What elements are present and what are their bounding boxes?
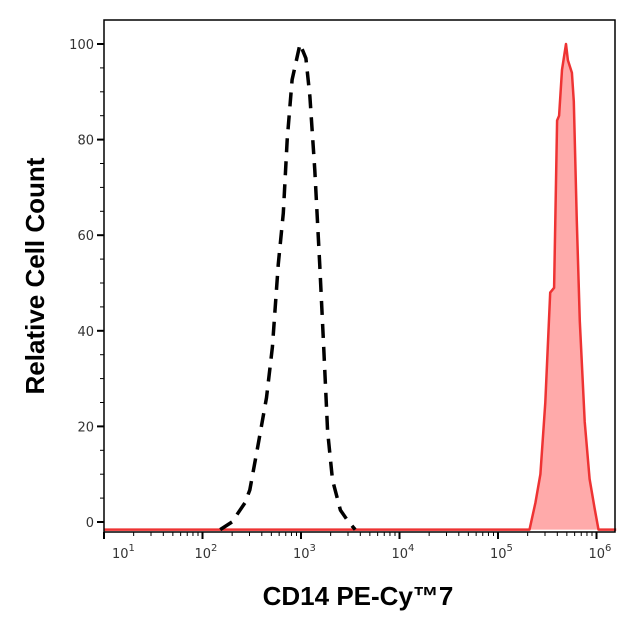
- x-tick-label: 102: [195, 543, 218, 562]
- y-tick-label: 20: [77, 420, 94, 435]
- ticks-layer: 0 20 40 60 80 100 101 102 103 104 105 106: [69, 38, 611, 562]
- series-layer: [104, 42, 617, 532]
- y-tick-label: 100: [69, 38, 94, 53]
- x-tick-label: 106: [589, 543, 612, 562]
- series-line-CD14-stained: [104, 42, 617, 531]
- x-axis-title: CD14 PE-Cy™7: [263, 581, 454, 611]
- y-tick-label: 80: [77, 134, 94, 149]
- y-tick-label: 40: [77, 325, 94, 340]
- x-tick-label: 103: [293, 543, 316, 562]
- y-tick-label: 60: [77, 229, 94, 244]
- x-tick-label: 105: [490, 543, 513, 562]
- plot-frame: [103, 19, 616, 533]
- series-fill-CD14-stained: [104, 44, 617, 530]
- y-tick-label: 0: [86, 516, 94, 531]
- y-axis-title: Relative Cell Count: [20, 157, 50, 394]
- x-tick-label: 104: [392, 543, 415, 562]
- series-line-isotype-control: [219, 42, 357, 532]
- x-tick-label: 101: [112, 543, 135, 562]
